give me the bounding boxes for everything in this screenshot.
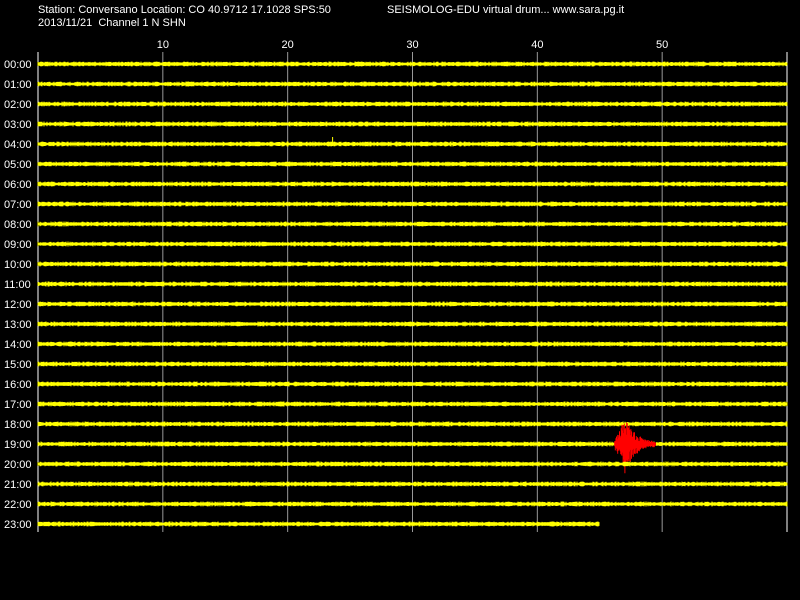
row-time-label: 16:00 bbox=[4, 379, 32, 391]
station-info: Station: Conversano Location: CO 40.9712… bbox=[38, 4, 331, 16]
row-time-label: 09:00 bbox=[4, 239, 32, 251]
row-time-label: 22:00 bbox=[4, 499, 32, 511]
row-time-label: 10:00 bbox=[4, 259, 32, 271]
row-time-label: 21:00 bbox=[4, 479, 32, 491]
app-brand: SEISMOLOG-EDU virtual drum... www.sara.p… bbox=[387, 4, 625, 16]
row-time-label: 13:00 bbox=[4, 319, 32, 331]
row-time-label: 04:00 bbox=[4, 139, 32, 151]
trace-row-21:00 bbox=[37, 481, 788, 487]
trace-row-16:00 bbox=[37, 381, 788, 387]
trace-row-12:00 bbox=[37, 301, 788, 307]
trace-row-06:00 bbox=[37, 181, 788, 187]
row-time-label: 11:00 bbox=[4, 279, 31, 291]
trace-row-18:00 bbox=[37, 421, 788, 427]
x-tick-label: 10 bbox=[157, 39, 169, 51]
row-time-label: 02:00 bbox=[4, 99, 32, 111]
row-time-label: 01:00 bbox=[4, 79, 32, 91]
event-waveform bbox=[614, 422, 656, 474]
trace-row-10:00 bbox=[37, 261, 788, 267]
trace-row-07:00 bbox=[37, 201, 788, 207]
row-time-label: 15:00 bbox=[4, 359, 32, 371]
trace-row-01:00 bbox=[37, 81, 788, 87]
row-time-label: 20:00 bbox=[4, 459, 32, 471]
x-tick-label: 50 bbox=[656, 39, 668, 51]
row-time-label: 07:00 bbox=[4, 199, 32, 211]
row-time-label: 05:00 bbox=[4, 159, 32, 171]
trace-row-14:00 bbox=[37, 341, 788, 347]
row-time-label: 17:00 bbox=[4, 399, 32, 411]
trace-row-02:00 bbox=[37, 101, 788, 107]
row-time-label: 23:00 bbox=[4, 519, 32, 531]
x-tick-label: 20 bbox=[282, 39, 294, 51]
trace-row-03:00 bbox=[37, 121, 788, 127]
trace-row-17:00 bbox=[37, 401, 788, 407]
trace-row-22:00 bbox=[37, 501, 788, 507]
trace-row-15:00 bbox=[37, 361, 788, 367]
trace-row-05:00 bbox=[37, 161, 788, 167]
row-time-label: 00:00 bbox=[4, 59, 32, 71]
trace-row-20:00 bbox=[37, 461, 788, 467]
row-time-label: 08:00 bbox=[4, 219, 32, 231]
trace-row-23:00 bbox=[37, 521, 600, 527]
row-time-label: 03:00 bbox=[4, 119, 32, 131]
trace-row-08:00 bbox=[37, 221, 788, 227]
row-time-label: 12:00 bbox=[4, 299, 32, 311]
trace-row-11:00 bbox=[37, 281, 788, 287]
trace-row-09:00 bbox=[37, 241, 788, 247]
row-time-label: 19:00 bbox=[4, 439, 32, 451]
trace-row-04:00 bbox=[37, 141, 788, 147]
x-tick-label: 30 bbox=[406, 39, 418, 51]
row-time-label: 14:00 bbox=[4, 339, 32, 351]
row-time-label: 06:00 bbox=[4, 179, 32, 191]
date-channel-info: 2013/11/21 Channel 1 N SHN bbox=[38, 17, 186, 29]
trace-row-13:00 bbox=[37, 321, 788, 327]
trace-row-00:00 bbox=[37, 61, 788, 67]
row-time-label: 18:00 bbox=[4, 419, 32, 431]
x-tick-label: 40 bbox=[531, 39, 543, 51]
